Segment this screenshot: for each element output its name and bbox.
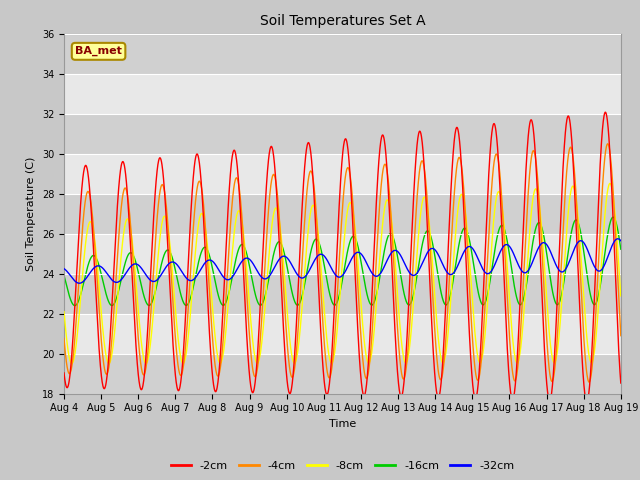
Y-axis label: Soil Temperature (C): Soil Temperature (C) xyxy=(26,156,36,271)
Bar xyxy=(64,114,621,154)
Bar xyxy=(64,73,621,114)
Bar xyxy=(64,34,621,73)
Bar xyxy=(64,193,621,234)
Bar xyxy=(64,354,621,394)
Text: BA_met: BA_met xyxy=(75,46,122,57)
Bar xyxy=(64,313,621,354)
Title: Soil Temperatures Set A: Soil Temperatures Set A xyxy=(260,14,425,28)
Bar xyxy=(64,154,621,193)
X-axis label: Time: Time xyxy=(329,419,356,429)
Bar xyxy=(64,274,621,313)
Legend: -2cm, -4cm, -8cm, -16cm, -32cm: -2cm, -4cm, -8cm, -16cm, -32cm xyxy=(166,457,518,476)
Bar xyxy=(64,234,621,274)
